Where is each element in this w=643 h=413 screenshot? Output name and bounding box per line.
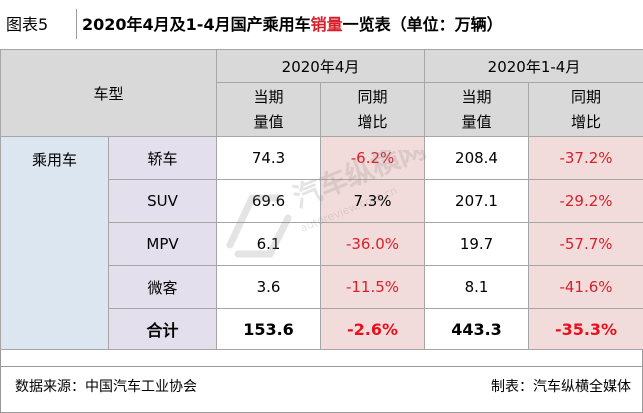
- sub-header-line: 增比: [357, 112, 388, 131]
- sub-header-line: 量值: [461, 112, 492, 131]
- sub-header-current: 当期 量值: [424, 82, 530, 137]
- footer: 数据来源：中国汽车工业协会 制表：汽车纵横全媒体: [0, 366, 643, 413]
- model-header: 车型: [0, 49, 218, 137]
- total-label: 合计: [107, 308, 218, 350]
- total-row: 合计 153.6 -2.6% 443.3 -35.3%: [1, 308, 643, 350]
- table-row: 乘用车 轿车 74.3 -6.2% 208.4 -37.2%: [0, 136, 643, 350]
- ytd-value: 207.1: [424, 179, 530, 223]
- apr-value: 6.1: [216, 222, 322, 266]
- ytd-value: 19.7: [424, 222, 530, 266]
- sub-header-line: 量值: [253, 112, 284, 131]
- maker-note: 制表：汽车纵横全媒体: [491, 379, 631, 395]
- total-ytd-value: 443.3: [424, 308, 530, 350]
- figure-label: 图表5: [6, 15, 49, 34]
- apr-value: 3.6: [216, 265, 322, 309]
- sub-header-yoy: 同期 增比: [528, 82, 643, 137]
- sub-header-line: 同期: [357, 87, 388, 106]
- title-prefix: 2020年4月及1-4月国产乘用车: [82, 15, 311, 34]
- ytd-yoy: -29.2%: [528, 179, 643, 223]
- sub-header-current: 当期 量值: [216, 82, 322, 137]
- period2-header: 2020年1-4月: [424, 49, 643, 83]
- table-row: 微客 3.6 -11.5% 8.1 -41.6%: [1, 265, 643, 309]
- title-highlight: 销量: [310, 15, 343, 34]
- sub-header-line: 增比: [571, 112, 602, 131]
- ytd-yoy: -41.6%: [528, 265, 643, 309]
- apr-yoy: -11.5%: [320, 265, 426, 309]
- table-row: MPV 6.1 -36.0% 19.7 -57.7%: [1, 222, 643, 266]
- page-title: 2020年4月及1-4月国产乘用车销量一览表（单位：万辆）: [82, 0, 503, 49]
- ytd-value: 208.4: [424, 136, 530, 180]
- apr-value: 74.3: [216, 136, 322, 180]
- sub-header-yoy: 同期 增比: [320, 82, 426, 137]
- apr-yoy: -6.2%: [320, 136, 426, 180]
- total-apr-yoy: -2.6%: [320, 308, 426, 350]
- ytd-yoy: -37.2%: [528, 136, 643, 180]
- total-apr-value: 153.6: [216, 308, 322, 350]
- model-name: 轿车: [107, 136, 218, 180]
- source-note: 数据来源：中国汽车工业协会: [15, 379, 197, 395]
- table-row: SUV 69.6 7.3% 207.1 -29.2%: [1, 179, 643, 223]
- model-name: MPV: [107, 222, 218, 266]
- total-ytd-yoy: -35.3%: [528, 308, 643, 350]
- title-bar: 图表5 2020年4月及1-4月国产乘用车销量一览表（单位：万辆）: [0, 0, 643, 49]
- period1-header: 2020年4月: [216, 49, 426, 83]
- title-divider: [76, 9, 77, 39]
- sales-table: 车型 2020年4月 2020年1-4月 当期量值 同期增比 当期量值 同期增比…: [0, 49, 643, 350]
- apr-yoy: 7.3%: [320, 179, 426, 223]
- sub-header-line: 当期: [461, 87, 492, 106]
- ytd-value: 8.1: [424, 265, 530, 309]
- ytd-yoy: -57.7%: [528, 222, 643, 266]
- category-cell: 乘用车: [0, 136, 109, 350]
- sub-header-line: 同期: [571, 87, 602, 106]
- sub-header-line: 当期: [253, 87, 284, 106]
- model-header-label: 车型: [93, 84, 124, 103]
- apr-yoy: -36.0%: [320, 222, 426, 266]
- model-name: 微客: [107, 265, 218, 309]
- apr-value: 69.6: [216, 179, 322, 223]
- model-name: SUV: [107, 179, 218, 223]
- title-suffix: 一览表（单位：万辆）: [342, 15, 503, 34]
